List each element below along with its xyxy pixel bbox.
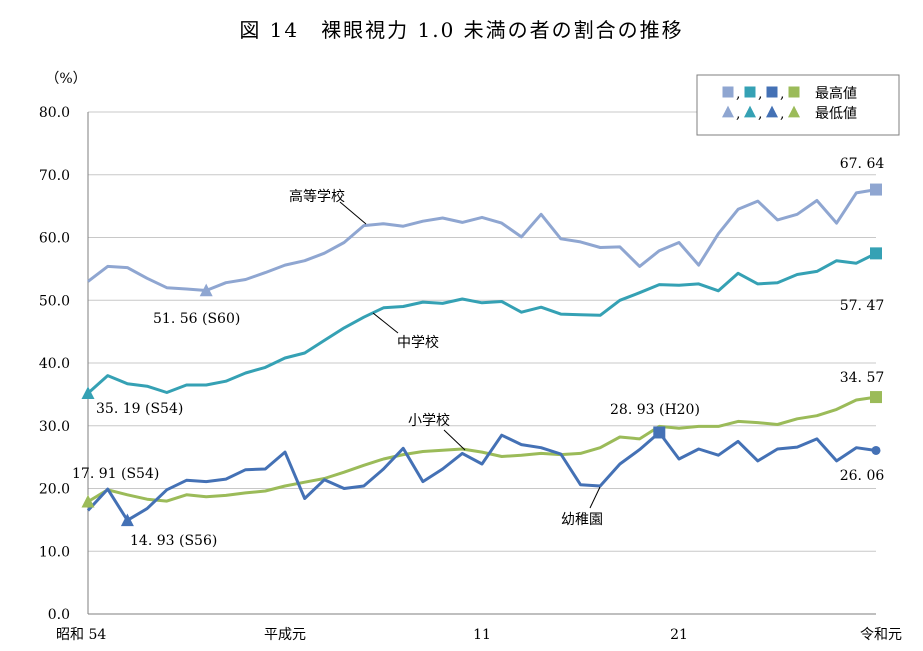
legend-separator: , (758, 86, 762, 102)
last-value-label: 26. 06 (840, 468, 885, 484)
leader-line (339, 201, 367, 225)
legend-min-marker (744, 105, 756, 118)
y-axis-label: （%） (45, 71, 86, 87)
chart-title: 図 14 裸眼視力 1.0 未満の者の割合の推移 (239, 18, 684, 42)
min-value-label: 14. 93 (S56) (130, 533, 217, 549)
x-tick-label: 昭和 54 (56, 627, 106, 643)
y-tick-label: 70.0 (39, 168, 70, 184)
series-line-幼稚園 (86, 431, 877, 522)
x-tick-label: 令和元 (860, 627, 902, 643)
y-tick-label: 0.0 (48, 607, 70, 623)
legend-separator: , (758, 106, 762, 122)
min-marker-小学校 (81, 494, 95, 508)
legend-separator: , (780, 86, 784, 102)
axes: 0.0 10.0 20.0 30.0 40.0 50.0 60.0 70.0 80.0 （%） 昭和… (39, 71, 902, 643)
legend-max-marker (766, 86, 778, 98)
max-value-label: 34. 57 (840, 370, 885, 386)
legend-min-marker (722, 105, 734, 118)
y-tick-label: 30.0 (39, 419, 70, 435)
leader-line (443, 429, 466, 451)
annotations: 67. 64 51. 56 (S60) 高等学校 57. 47 35. 19 (S54)… (72, 156, 884, 549)
max-value-label: 67. 64 (840, 156, 885, 172)
series-line-高等学校 (87, 188, 877, 292)
leader-line (589, 486, 601, 509)
legend-min-label: 最低値 (815, 106, 857, 122)
max-marker-幼稚園 (653, 426, 666, 439)
min-value-label: 17. 91 (S54) (72, 466, 159, 482)
legend-separator: , (780, 106, 784, 122)
x-tick-label: 平成元 (264, 627, 306, 643)
max-marker-高等学校 (870, 183, 882, 196)
legend-max-label: 最高値 (815, 85, 857, 102)
y-tick-label: 60.0 (39, 231, 70, 247)
y-tick-label: 50.0 (39, 293, 70, 309)
max-value-label: 57. 47 (840, 298, 885, 314)
min-marker-高等学校 (199, 283, 213, 297)
min-value-label: 51. 56 (S60) (153, 311, 240, 327)
legend-separator: , (736, 106, 740, 122)
legend-box (696, 74, 900, 136)
x-tick-label: 11 (473, 627, 491, 643)
leader-line (372, 312, 399, 334)
y-tick-label: 80.0 (39, 105, 70, 121)
series-name-label: 小学校 (408, 412, 450, 429)
legend-separator: , (736, 86, 740, 102)
series-line-中学校 (87, 252, 877, 395)
legend-max-marker (788, 86, 800, 98)
gridlines (88, 111, 876, 552)
series-name-label: 幼稚園 (561, 512, 603, 528)
legend-max-marker (744, 86, 756, 98)
series-line-小学校 (87, 395, 877, 503)
x-tick-label: 21 (670, 627, 688, 643)
series-name-label: 中学校 (397, 334, 439, 351)
min-marker-中学校 (81, 386, 95, 400)
y-tick-label: 10.0 (39, 544, 70, 560)
min-value-label: 35. 19 (S54) (96, 401, 183, 417)
legend-min-marker (766, 105, 778, 118)
y-tick-label: 20.0 (39, 482, 70, 498)
max-marker-小学校 (870, 391, 882, 404)
series-name-label: 高等学校 (289, 188, 345, 205)
y-tick-label: 40.0 (39, 356, 70, 372)
legend-max-marker (722, 86, 734, 98)
series-markers (81, 183, 882, 527)
last-point-marker (871, 445, 881, 455)
legend-min-marker (788, 105, 800, 118)
series-lines (86, 188, 877, 522)
max-marker-中学校 (870, 247, 882, 260)
max-value-label: 28. 93 (H20) (610, 402, 700, 418)
min-marker-幼稚園 (120, 513, 134, 527)
